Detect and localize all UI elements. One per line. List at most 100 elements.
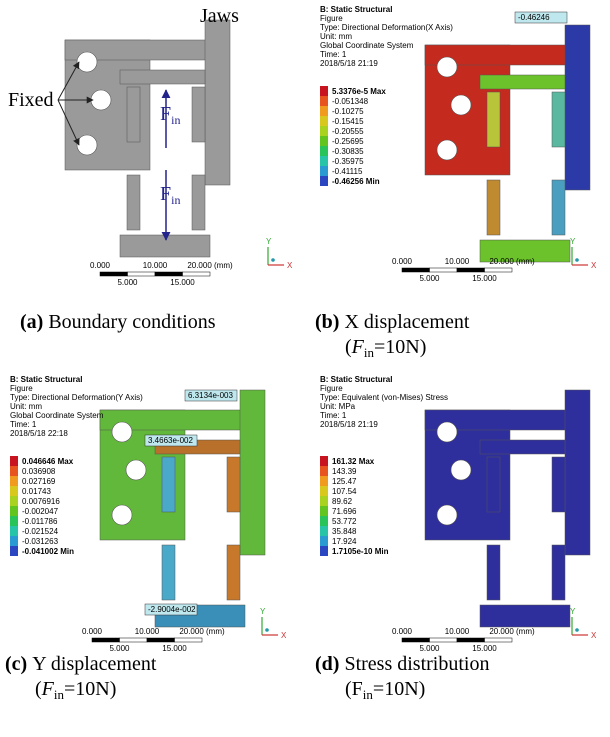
legend-label: -0.25695 [332,137,364,146]
header-line: Global Coordinate System [320,41,414,50]
legend-swatch [320,156,328,166]
legend-label: -0.041002 Min [22,547,74,556]
bottom-bar [120,235,210,257]
scale-label: 0.000 [392,627,413,636]
caption-label: (b) [315,311,339,333]
inner-bar [480,440,565,454]
caption-text: Stress distribution [344,653,489,675]
hole [126,460,146,480]
beam [192,87,205,142]
caption-label: (d) [315,653,339,675]
legend-swatch [320,546,328,556]
condition-sub: in [363,687,374,702]
beam [227,545,240,600]
scale-label: 5.000 [117,278,138,287]
scale-segment [175,638,203,642]
legend-label: 0.0076916 [22,497,60,506]
axis-label: Y [570,607,576,616]
scale-segment [100,272,128,276]
jaw-stalk [240,390,265,555]
header-line: B: Static Structural [10,375,82,384]
axis-z [271,258,275,262]
scale-segment [120,638,148,642]
scale-segment [457,268,485,272]
beam [192,175,205,230]
beam [552,180,565,235]
mechanism [425,390,590,627]
scale-segment [430,268,458,272]
legend-swatch [10,486,18,496]
legend-label: -0.011786 [22,517,58,526]
scale-segment [485,638,513,642]
panel: B: Static StructuralFigureType: Directio… [5,375,287,702]
header-line: Time: 1 [320,411,347,420]
legend-label: 5.3376e-5 Max [332,87,386,96]
legend-swatch [320,146,328,156]
header-line: Unit: MPa [320,402,356,411]
legend-swatch [320,126,328,136]
mechanism [100,390,265,627]
hole [437,140,457,160]
legend-swatch [10,506,18,516]
legend-swatch [10,536,18,546]
header-line: Time: 1 [10,420,37,429]
header-line: Figure [10,384,33,393]
condition-sub: in [54,687,65,702]
scale-segment [430,638,458,642]
axis-label: Y [266,237,272,246]
legend-swatch [10,476,18,486]
mechanism [65,20,230,257]
axis-label: Y [260,607,266,616]
legend-label: 0.036908 [22,467,56,476]
legend-label: 161.32 Max [332,457,375,466]
scale-label: 10.000 [143,261,168,270]
legend-label: -0.15415 [332,117,364,126]
bottom-bar [480,605,570,627]
legend-label: -0.46256 Min [332,177,380,186]
legend-swatch [320,176,328,186]
beam [552,457,565,512]
inner-bar [480,75,565,89]
scale-label: 5.000 [419,274,440,283]
legend-swatch [320,466,328,476]
inner-bar [120,70,205,84]
caption: (b)X displacement [315,311,470,333]
legend-label: 0.01743 [22,487,51,496]
legend-swatch [10,516,18,526]
condition-part: F [41,678,55,700]
condition-sub: in [364,345,375,360]
scale-label: 20.000 (mm) [489,627,535,636]
probe-label: -2.9004e-002 [148,605,196,614]
header-line: Figure [320,14,343,23]
caption-condition: (Fin=10N) [35,678,116,702]
scale-label: 15.000 [472,644,497,653]
header-line: Type: Equivalent (von-Mises) Stress [320,393,448,402]
beam [127,175,140,230]
header-line: 2018/5/18 22:18 [10,429,68,438]
legend-swatch [10,526,18,536]
scale-label: 20.000 (mm) [179,627,225,636]
legend-swatch [10,456,18,466]
header-line: Type: Directional Deformation(Y Axis) [10,393,143,402]
condition-part: (F [345,678,363,700]
legend-label: 53.772 [332,517,357,526]
scale-segment [485,268,513,272]
hole [112,422,132,442]
caption-label: (c) [5,653,27,675]
legend-label: 143.39 [332,467,357,476]
caption: (c)Y displacement [5,653,157,675]
caption-condition: (Fin=10N) [345,336,426,360]
caption: (d)Stress distribution [315,653,489,675]
scale-label: 10.000 [445,627,470,636]
legend-label: -0.10275 [332,107,364,116]
scale-label: 5.000 [419,644,440,653]
legend-label: 17.924 [332,537,357,546]
legend-label: 107.54 [332,487,357,496]
axis-z [575,628,579,632]
condition-part: =10N) [373,678,425,700]
legend-swatch [10,546,18,556]
condition-part: =10N) [374,336,426,358]
scale-segment [402,268,430,272]
beam [552,545,565,600]
